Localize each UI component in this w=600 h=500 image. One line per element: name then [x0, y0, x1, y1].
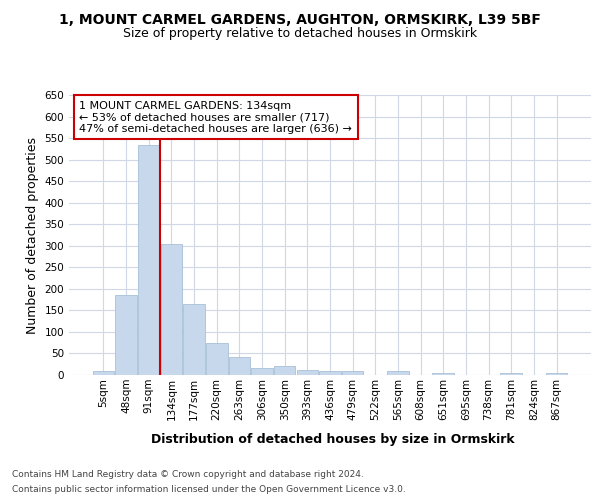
Bar — [500, 373, 522, 375]
Bar — [433, 373, 454, 375]
Bar — [319, 370, 341, 375]
Bar — [229, 357, 250, 375]
Bar — [387, 370, 409, 375]
Text: Contains HM Land Registry data © Crown copyright and database right 2024.: Contains HM Land Registry data © Crown c… — [12, 470, 364, 479]
Bar — [296, 370, 318, 375]
Text: 1, MOUNT CARMEL GARDENS, AUGHTON, ORMSKIRK, L39 5BF: 1, MOUNT CARMEL GARDENS, AUGHTON, ORMSKI… — [59, 12, 541, 26]
Text: 1 MOUNT CARMEL GARDENS: 134sqm
← 53% of detached houses are smaller (717)
47% of: 1 MOUNT CARMEL GARDENS: 134sqm ← 53% of … — [79, 100, 352, 134]
Bar — [546, 373, 567, 375]
Bar — [115, 296, 137, 375]
Bar — [274, 366, 295, 375]
Bar — [342, 371, 364, 375]
Text: Distribution of detached houses by size in Ormskirk: Distribution of detached houses by size … — [151, 432, 515, 446]
Bar — [206, 342, 227, 375]
Bar — [161, 244, 182, 375]
Text: Size of property relative to detached houses in Ormskirk: Size of property relative to detached ho… — [123, 28, 477, 40]
Text: Contains public sector information licensed under the Open Government Licence v3: Contains public sector information licen… — [12, 485, 406, 494]
Bar — [251, 368, 273, 375]
Bar — [184, 304, 205, 375]
Bar — [138, 144, 160, 375]
Y-axis label: Number of detached properties: Number of detached properties — [26, 136, 39, 334]
Bar — [93, 370, 114, 375]
